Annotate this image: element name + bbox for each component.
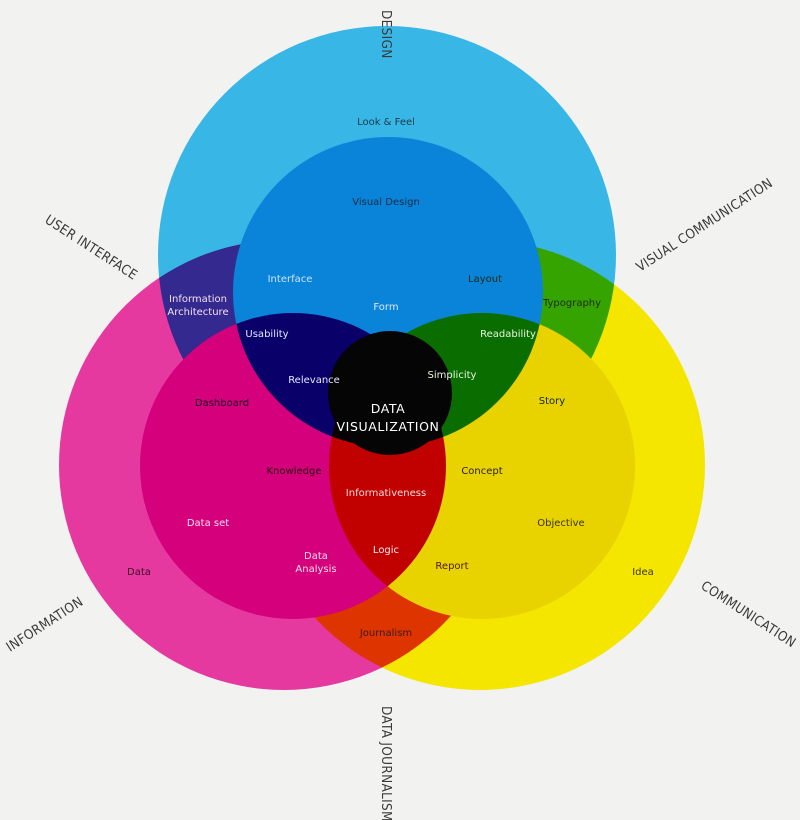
label-journalism: Journalism [359, 628, 412, 639]
label-data-analysis-1: Data [304, 551, 328, 562]
label-dashboard: Dashboard [195, 398, 249, 409]
label-concept: Concept [461, 466, 502, 477]
intersection-overlays [328, 331, 452, 455]
label-visual-design: Visual Design [352, 197, 420, 208]
label-form: Form [373, 302, 398, 313]
label-story: Story [539, 396, 565, 407]
label-data-set: Data set [187, 518, 229, 529]
label-look-feel: Look & Feel [357, 117, 415, 128]
label-informativeness: Informativeness [346, 488, 426, 499]
center-label-line-1: DATA [371, 401, 406, 416]
label-data-analysis-2: Analysis [295, 564, 336, 575]
axis-communication: COMMUNICATION [698, 578, 799, 651]
label-typography: Typography [542, 298, 601, 309]
label-information-architecture-1: Information [169, 294, 227, 305]
axis-design: DESIGN [378, 10, 394, 59]
label-information-architecture-2: Architecture [167, 307, 228, 318]
label-idea: Idea [632, 567, 654, 578]
label-knowledge: Knowledge [267, 466, 322, 477]
label-logic: Logic [373, 545, 399, 556]
axis-visual-communication: VISUAL COMMUNICATION [633, 175, 775, 275]
label-interface: Interface [268, 274, 313, 285]
axis-data-journalism: DATA JOURNALISM [378, 706, 394, 820]
label-usability: Usability [245, 329, 288, 340]
label-data: Data [127, 567, 151, 578]
axis-user-interface: USER INTERFACE [42, 212, 140, 284]
label-relevance: Relevance [288, 375, 340, 386]
label-simplicity: Simplicity [428, 370, 477, 381]
axis-information: INFORMATION [3, 594, 86, 656]
region-labels: Look & Feel Visual Design Interface Layo… [127, 117, 654, 639]
label-objective: Objective [537, 518, 584, 529]
label-layout: Layout [468, 274, 502, 285]
label-readability: Readability [480, 329, 536, 340]
center-circle [328, 331, 452, 455]
label-report: Report [435, 561, 468, 572]
center-label-line-2: VISUALIZATION [337, 419, 440, 434]
